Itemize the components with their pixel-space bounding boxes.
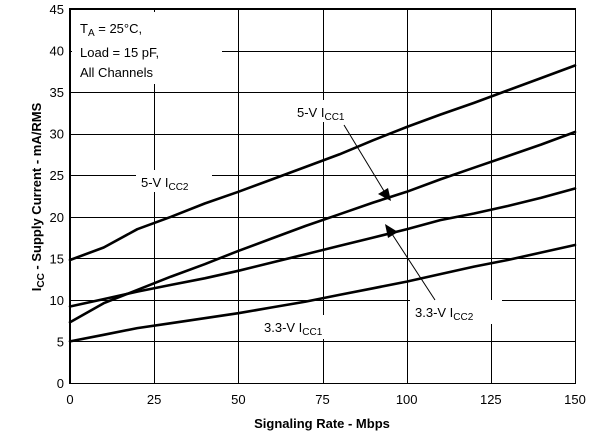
series-label-33v-icc2-sub: CC2 [453, 312, 473, 323]
y-tick-label: 45 [50, 2, 64, 17]
y-axis-title-main: I [29, 288, 44, 292]
series-label-5v-icc1-sub: CC1 [324, 112, 344, 123]
x-tick-label: 25 [147, 392, 161, 407]
series-label-5v-icc2-main: 5-V I [141, 175, 168, 190]
x-tick-label: 75 [315, 392, 329, 407]
label-bg-5v-icc2 [136, 170, 212, 192]
arrow-33v-icc2 [385, 224, 436, 301]
y-tick-label: 10 [50, 293, 64, 308]
y-tick-label: 25 [50, 168, 64, 183]
label-bg-33v-icc2 [410, 300, 502, 324]
plot-frame [69, 8, 576, 384]
label-bg-5v-icc1 [292, 100, 364, 122]
series-label-5v-icc1-main: 5-V I [297, 105, 324, 120]
series-label-33v-icc2-main: 3.3-V I [415, 305, 453, 320]
y-tick-label: 35 [50, 85, 64, 100]
series-label-5v-icc2-sub: CC2 [168, 182, 188, 193]
condition-temperature: TA = 25°C, [80, 21, 142, 39]
x-axis-title: Signaling Rate - Mbps [254, 416, 390, 431]
series-line-0 [68, 64, 577, 262]
series-line-2 [68, 187, 577, 308]
x-axis-ticks: 0 25 50 75 100 125 150 [66, 392, 585, 407]
y-axis-title: ICC - Supply Current - mA/RMS [29, 102, 47, 291]
series-line-1 [68, 130, 577, 324]
series-label-33v-icc2: 3.3-V ICC2 [415, 305, 474, 323]
conditions-box [72, 12, 222, 84]
condition-temperature-main: T [80, 21, 88, 36]
x-tick-label: 125 [480, 392, 502, 407]
y-axis-ticks: 0 5 10 15 20 25 30 35 40 45 [50, 2, 64, 391]
y-axis-title-sub: CC [36, 273, 47, 287]
x-tick-label: 50 [231, 392, 245, 407]
y-tick-label: 40 [50, 44, 64, 59]
series-label-33v-icc1: 3.3-V ICC1 [264, 320, 323, 338]
y-tick-label: 30 [50, 127, 64, 142]
y-tick-label: 15 [50, 251, 64, 266]
series-label-5v-icc2: 5-V ICC2 [141, 175, 189, 193]
condition-temperature-rest: = 25°C, [95, 21, 142, 36]
series-label-33v-icc1-sub: CC1 [302, 327, 322, 338]
series-line-3 [68, 243, 577, 343]
label-bg-33v-icc1 [259, 315, 351, 339]
y-tick-label: 5 [57, 334, 64, 349]
y-tick-label: 0 [57, 376, 64, 391]
arrow-5v-icc1 [343, 124, 391, 201]
x-tick-label: 150 [564, 392, 586, 407]
condition-channels: All Channels [80, 65, 153, 80]
series-layer [68, 64, 577, 343]
x-tick-label: 0 [66, 392, 73, 407]
series-label-33v-icc1-main: 3.3-V I [264, 320, 302, 335]
y-tick-label: 20 [50, 210, 64, 225]
x-tick-label: 100 [396, 392, 418, 407]
y-axis-title-rest: - Supply Current - mA/RMS [29, 102, 44, 273]
condition-temperature-sub: A [88, 28, 95, 39]
series-label-5v-icc1: 5-V ICC1 [297, 105, 345, 123]
condition-load: Load = 15 pF, [80, 45, 159, 60]
